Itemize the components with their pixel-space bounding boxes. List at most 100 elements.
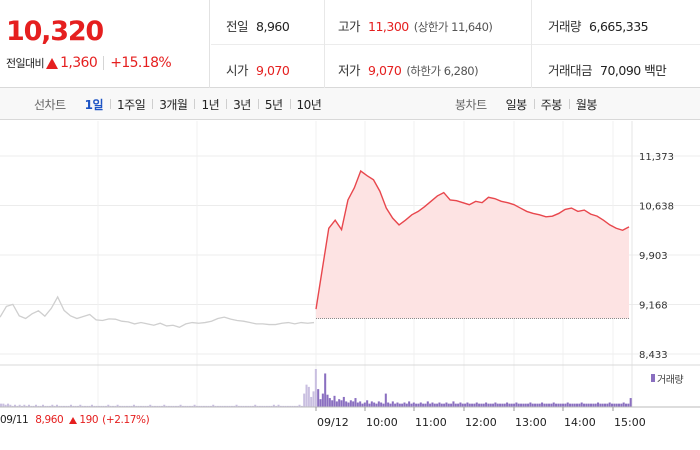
- volume-bar: [594, 403, 597, 407]
- volume-bar: [440, 403, 443, 407]
- volume-bar: [573, 403, 576, 407]
- volume-bar: [254, 404, 257, 407]
- volume-bar: [58, 405, 61, 407]
- tab-period-5y[interactable]: 5년: [257, 96, 290, 113]
- volume-bar: [174, 405, 177, 407]
- volume-bar: [118, 405, 121, 407]
- volume-bar: [429, 403, 432, 407]
- prev-day-info: 09/11 8,960 190 (+2.17%): [0, 414, 150, 426]
- volume-bar: [9, 404, 12, 407]
- stat-label: 거래대금: [548, 63, 593, 78]
- volume-bar: [403, 402, 406, 407]
- volume-bar: [256, 405, 259, 407]
- volume-bar: [25, 405, 28, 407]
- volume-bar: [216, 405, 219, 407]
- volume-bar: [86, 405, 89, 407]
- volume-bar: [569, 403, 572, 407]
- tab-candle-weekly[interactable]: 주봉: [533, 96, 569, 113]
- volume-bar: [181, 405, 184, 407]
- volume-bar: [324, 373, 327, 407]
- volume-bar: [160, 405, 163, 407]
- volume-bar: [88, 405, 91, 407]
- volume-bar: [102, 405, 105, 407]
- line-chart-tabs: 선차트 1일 1주일 3개월 1년 3년 5년 10년: [34, 88, 328, 120]
- volume-bar: [534, 403, 537, 407]
- volume-bar: [307, 386, 310, 407]
- volume-bar: [331, 400, 334, 407]
- volume-bar: [83, 405, 86, 407]
- tab-period-3m[interactable]: 3개월: [152, 96, 194, 113]
- prev-day-rate: (+2.17%): [102, 414, 150, 426]
- volume-bar: [142, 405, 145, 407]
- prev-day-change: 190: [79, 414, 99, 426]
- stat-label: 전일: [226, 19, 249, 34]
- volume-bar: [601, 403, 604, 407]
- volume-bar: [186, 405, 189, 407]
- volume-bar: [116, 404, 119, 407]
- volume-bar: [212, 404, 215, 407]
- stat-value: 11,300: [368, 19, 409, 34]
- volume-bar: [604, 403, 607, 407]
- volume-bar: [13, 404, 17, 407]
- stat-volume: 거래량 6,665,335: [548, 16, 649, 35]
- volume-bar: [555, 403, 558, 407]
- volume-bar: [466, 402, 469, 407]
- volume-bar: [79, 404, 82, 407]
- volume-bar: [48, 405, 52, 407]
- volume-bar: [384, 393, 387, 407]
- stat-label: 시가: [226, 63, 249, 78]
- tab-period-1d[interactable]: 1일: [84, 97, 104, 112]
- tab-period-3y[interactable]: 3년: [226, 96, 258, 113]
- quote-header: 10,320 전일대비 1,360 +15.18% 전일 8,960 고가 11…: [0, 0, 700, 88]
- volume-bar: [377, 401, 380, 407]
- volume-bar: [137, 405, 140, 407]
- volume-bar: [209, 405, 212, 407]
- volume-bar: [583, 403, 586, 407]
- volume-bar: [464, 403, 467, 407]
- volume-bar: [387, 402, 390, 407]
- volume-bar: [552, 402, 555, 407]
- volume-bar: [100, 405, 103, 407]
- tab-period-1y[interactable]: 1년: [194, 96, 226, 113]
- volume-bar: [475, 402, 478, 407]
- volume-bar: [487, 403, 490, 407]
- volume-bar: [426, 401, 429, 407]
- volume-bar: [158, 405, 161, 407]
- volume-bar: [333, 395, 336, 407]
- volume-bar: [389, 403, 392, 407]
- volume-bar: [618, 403, 621, 407]
- stat-label: 거래량: [548, 19, 582, 34]
- volume-bar: [184, 405, 187, 407]
- volume-bar: [32, 405, 35, 407]
- x-tick-label: 14:00: [564, 416, 596, 429]
- volume-bar: [380, 402, 383, 407]
- tab-candle-daily[interactable]: 일봉: [505, 97, 528, 112]
- volume-bar: [165, 405, 168, 407]
- volume-bar: [291, 405, 294, 407]
- volume-bar: [202, 405, 205, 407]
- tab-period-1w[interactable]: 1주일: [110, 96, 152, 113]
- volume-bar: [146, 405, 149, 407]
- volume-bar: [53, 405, 56, 407]
- volume-bar: [312, 391, 315, 407]
- volume-bar: [121, 405, 124, 407]
- stat-value: 70,090 백만: [600, 63, 667, 78]
- volume-bar: [459, 402, 462, 407]
- stat-value: 9,070: [256, 63, 290, 78]
- tab-candle-monthly[interactable]: 월봉: [568, 96, 604, 113]
- volume-bar: [513, 403, 516, 407]
- prev-day-date: 09/11: [0, 414, 29, 426]
- volume-bar: [559, 403, 562, 407]
- volume-bar: [562, 403, 565, 407]
- volume-bar: [135, 405, 138, 407]
- volume-bar: [536, 403, 539, 407]
- volume-bar: [382, 403, 385, 407]
- line-chart-label: 선차트: [34, 97, 66, 112]
- volume-bar: [41, 404, 45, 407]
- volume-bar: [405, 403, 408, 407]
- volume-bar: [286, 405, 289, 407]
- volume-bar: [300, 405, 303, 407]
- tab-period-10y[interactable]: 10년: [289, 96, 329, 113]
- series-area-today: [316, 171, 629, 319]
- volume-legend-swatch: [651, 374, 655, 382]
